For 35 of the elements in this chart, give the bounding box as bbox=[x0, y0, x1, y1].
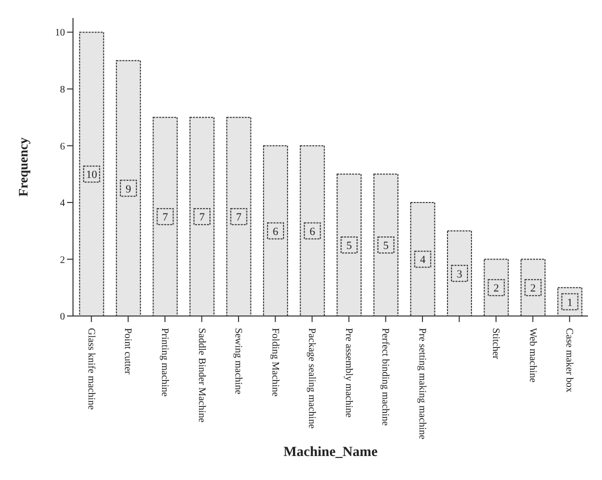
x-tick-label: Case maker box bbox=[564, 328, 575, 392]
x-tick-label: Package sealing machine bbox=[306, 328, 318, 430]
data-label: 7 bbox=[236, 212, 242, 224]
data-label: 7 bbox=[199, 212, 206, 224]
data-label: 4 bbox=[420, 254, 426, 266]
data-label: 2 bbox=[494, 282, 500, 295]
data-label: 5 bbox=[383, 240, 390, 252]
data-label: 5 bbox=[346, 240, 352, 252]
data-label: 6 bbox=[272, 226, 279, 238]
x-axis-title: Machine_Name bbox=[283, 445, 378, 460]
x-tick-label: Perfect binding machine bbox=[380, 328, 391, 426]
x-tick-label: Web machine bbox=[526, 328, 538, 384]
y-tick-label: 4 bbox=[60, 198, 65, 210]
y-tick-label: 10 bbox=[55, 28, 65, 39]
y-axis-title: Frequency bbox=[16, 137, 31, 196]
x-tick-label: Printing machine bbox=[158, 328, 170, 398]
data-label: 10 bbox=[86, 169, 98, 182]
data-label: 6 bbox=[310, 226, 316, 238]
data-label: 7 bbox=[162, 212, 168, 224]
x-tick-label: Stitcher bbox=[490, 328, 502, 360]
data-label: 9 bbox=[126, 183, 132, 196]
y-tick-label: 8 bbox=[60, 84, 65, 96]
x-tick-label: Pre setting making machine bbox=[416, 328, 428, 440]
x-tick-label: Point cutter bbox=[122, 328, 134, 376]
data-label: 1 bbox=[567, 296, 573, 309]
x-tick-label: Folding Machine bbox=[269, 328, 280, 398]
y-tick-label: 0 bbox=[60, 312, 65, 323]
x-tick-label: Glass knife machine bbox=[85, 328, 96, 410]
y-tick-label: 6 bbox=[60, 141, 65, 152]
data-label: 3 bbox=[456, 268, 463, 280]
data-label: 2 bbox=[530, 282, 536, 295]
x-tick-label: Saddle Binder Machine bbox=[196, 328, 207, 423]
x-tick-label: Sewing machine bbox=[232, 328, 244, 395]
y-tick-label: 2 bbox=[60, 254, 65, 266]
x-tick-label: Pre assembly machine bbox=[342, 328, 354, 418]
